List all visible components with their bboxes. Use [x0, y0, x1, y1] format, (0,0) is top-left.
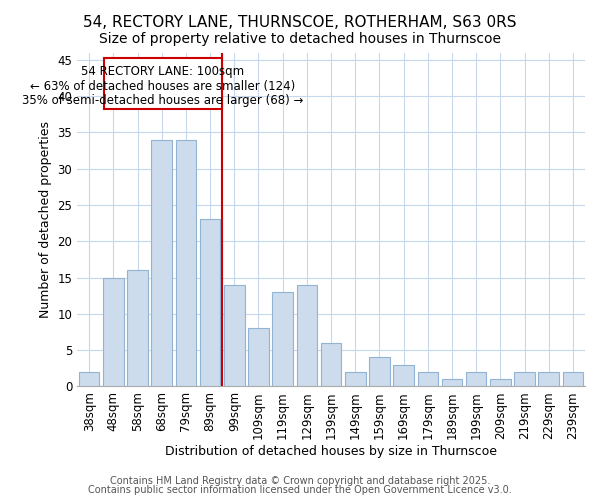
Text: 54 RECTORY LANE: 100sqm: 54 RECTORY LANE: 100sqm	[82, 65, 245, 78]
Text: ← 63% of detached houses are smaller (124): ← 63% of detached houses are smaller (12…	[31, 80, 296, 92]
Text: Contains public sector information licensed under the Open Government Licence v3: Contains public sector information licen…	[88, 485, 512, 495]
Bar	[127, 270, 148, 386]
Text: Contains HM Land Registry data © Crown copyright and database right 2025.: Contains HM Land Registry data © Crown c…	[110, 476, 490, 486]
FancyBboxPatch shape	[104, 58, 222, 109]
Bar	[151, 140, 172, 386]
Bar	[272, 292, 293, 386]
Text: 35% of semi-detached houses are larger (68) →: 35% of semi-detached houses are larger (…	[22, 94, 304, 108]
Bar	[176, 140, 196, 386]
Text: 54, RECTORY LANE, THURNSCOE, ROTHERHAM, S63 0RS: 54, RECTORY LANE, THURNSCOE, ROTHERHAM, …	[83, 15, 517, 30]
Bar	[514, 372, 535, 386]
Bar	[79, 372, 100, 386]
Y-axis label: Number of detached properties: Number of detached properties	[39, 121, 52, 318]
Bar	[248, 328, 269, 386]
Bar	[296, 285, 317, 386]
Text: Size of property relative to detached houses in Thurnscoe: Size of property relative to detached ho…	[99, 32, 501, 46]
Bar	[369, 358, 389, 386]
Bar	[418, 372, 438, 386]
Bar	[200, 220, 220, 386]
Bar	[345, 372, 365, 386]
Bar	[490, 379, 511, 386]
Bar	[466, 372, 487, 386]
Bar	[442, 379, 462, 386]
Bar	[103, 278, 124, 386]
Bar	[538, 372, 559, 386]
Bar	[321, 343, 341, 386]
Bar	[224, 285, 245, 386]
Bar	[394, 364, 414, 386]
Bar	[563, 372, 583, 386]
X-axis label: Distribution of detached houses by size in Thurnscoe: Distribution of detached houses by size …	[165, 444, 497, 458]
